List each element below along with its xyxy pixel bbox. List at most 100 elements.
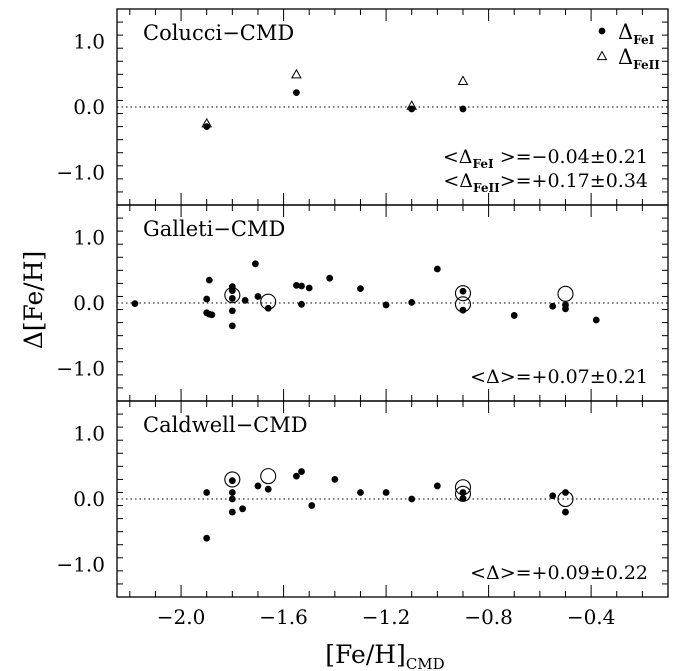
data-point [562,489,569,496]
panel-3: 1.0 0.0 −1.0 −2.0 −1.6 −1.2 −0.8 −0.4 Caldwell−C… [56,400,669,629]
data-point [208,311,216,319]
data-point [562,305,569,313]
data-point [228,477,236,485]
data-point [203,534,211,542]
data-point [254,482,262,490]
data-point-open-circle [454,296,472,313]
y-tick-label: −1.0 [56,356,105,380]
x-tick-label: −0.8 [464,605,513,629]
y-tick-label: 0.0 [73,487,105,511]
data-point [433,265,441,273]
data-point [357,285,364,293]
data-point [228,322,236,330]
data-point [228,489,236,496]
stat-annotation-main: <Δ>=+0.07±0.21 [470,366,648,388]
legend-marker-triangle [596,50,608,61]
x-axis-label-main: [Fe/H] [325,640,406,669]
data-point [549,492,557,500]
data-point [264,485,272,493]
data-point [562,508,569,516]
stat-annotation-main: <Δ [443,146,473,168]
legend-label-main: Δ [618,20,633,44]
data-point [308,502,316,509]
data-point [292,281,300,289]
y-tick-label: −1.0 [56,160,105,184]
legend-label-sub: FeI [633,33,654,47]
x-axis-label-subscript: CMD [406,655,445,671]
data-point-triangle [291,68,302,79]
data-point-open-circle [224,287,241,304]
data-point [382,301,390,309]
data-point [298,282,305,290]
data-point [241,296,249,304]
data-point [228,307,236,315]
data-point [459,287,467,295]
data-point-triangle [406,100,418,110]
x-tick-label: −0.4 [567,605,616,629]
data-point [228,495,236,503]
panel-title: Galleti−CMD [143,217,285,241]
data-point [408,495,416,503]
panel-title: Colucci−CMD [143,21,294,45]
stat-annotation-sub: FeI [473,157,494,171]
data-point [298,300,305,308]
legend-label-main: Δ [618,45,633,69]
y-tick-label: 0.0 [73,291,105,315]
data-point-open-circle [224,471,241,488]
legend-label: ΔFeI [618,20,655,47]
data-point [331,476,339,483]
y-tick-label: 1.0 [73,422,105,446]
data-point [228,295,236,302]
data-point [239,505,246,513]
data-point [382,489,390,496]
data-point-triangle [201,117,213,128]
x-tick-label: −2.0 [157,605,206,629]
data-point-open-circle [454,485,472,502]
data-point [298,468,305,475]
stat-annotation: <ΔFeI >=−0.04±0.21 [443,146,648,171]
data-point [305,284,313,292]
stat-annotation: <Δ>=+0.07±0.21 [470,366,648,388]
x-tick-label: −1.2 [362,605,411,629]
stat-annotation-main: <Δ>=+0.09±0.22 [470,562,648,584]
y-tick-label: 1.0 [73,226,105,250]
data-point [228,508,236,516]
panel-title: Caldwell−CMD [143,413,308,437]
stat-annotation-sub: FeII [473,181,500,195]
data-point [549,302,557,310]
data-point [459,306,467,314]
y-axis-label: Δ[Fe/H] [19,251,48,350]
data-point [592,316,600,324]
data-point [459,494,467,502]
stat-annotation-main: <Δ [443,170,473,192]
y-tick-label: 1.0 [73,30,105,54]
data-point [459,105,467,113]
stat-annotation: <ΔFeII>=+0.17±0.34 [443,170,648,195]
data-point [254,293,262,300]
x-tick-label: −1.6 [259,605,308,629]
data-point-open-circle [454,285,472,302]
legend-label: ΔFeII [618,45,660,72]
data-point-open-circle [557,490,574,508]
data-point-open-circle [260,293,277,310]
y-tick-label: −1.0 [56,552,105,576]
stat-annotation-value: >=−0.04±0.21 [494,146,648,168]
data-point [205,276,213,284]
y-tick-label: 0.0 [73,95,105,119]
data-point [203,295,211,303]
data-point [292,472,300,480]
data-point [131,300,139,308]
data-point [510,312,518,319]
data-point [264,304,272,312]
stat-annotation: <Δ>=+0.09±0.22 [470,562,648,584]
data-point-open-circle [557,285,574,302]
data-point [292,89,300,97]
data-point [251,260,259,268]
x-axis-label: [Fe/H]CMD [325,640,444,671]
data-point [228,287,236,294]
data-point-open-circle [454,479,472,496]
data-point [326,274,334,282]
data-point [408,298,416,306]
